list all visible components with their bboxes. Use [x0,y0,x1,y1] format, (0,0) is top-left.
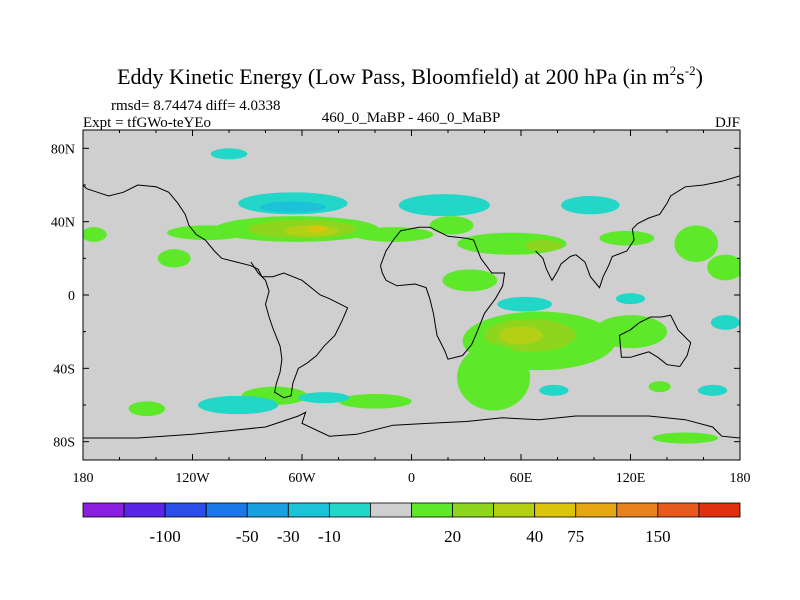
colorbar-label: 40 [526,527,543,546]
contour-blob-18 [457,344,531,411]
comparison-label: 460_0_MaBP - 460_0_MaBP [322,110,501,126]
contour-blob-27 [398,194,490,217]
x-tick-label: 60E [510,471,533,486]
africa-coast [379,226,506,360]
colorbar-box [493,502,536,518]
colorbar-box [370,502,412,518]
contour-blob-8 [524,240,562,251]
contour-blob-13 [707,254,740,281]
contour-blob-20 [648,381,671,393]
contour-blob-33 [197,395,279,415]
y-tick-label: 40N [51,216,75,231]
colorbar-box [82,502,125,518]
map-background [83,130,740,460]
y-tick-label: 40S [53,362,75,377]
antarctica-coast [83,411,740,439]
colorbar-box [657,502,700,518]
colorbar-box [452,502,495,518]
colorbar-box [246,502,289,518]
title-main: Eddy Kinetic Energy (Low Pass, Bloomfiel… [117,64,670,89]
contour-blob-35 [539,384,569,396]
colorbar-label: 20 [444,527,461,546]
axis-ticks: 180 120W 60W 0 60E 120E 180 80N 40N 0 40S 80S [51,130,751,486]
coastlines [83,175,740,439]
americas-coast [83,184,349,399]
season-label: DJF [715,115,740,131]
x-tick-label: 0 [408,471,415,486]
stats-label: rmsd= 8.74474 diff= 4.0338 [111,98,281,114]
colorbar-box [575,502,618,518]
colorbar-label: -100 [150,527,181,546]
anomaly-contours [83,148,740,444]
colorbar-label: 75 [567,527,584,546]
title-superscript-minus-2: -2 [685,63,696,78]
contour-blob-19 [594,315,667,349]
colorbar: -100 -50 -30 -10 20 40 75 150 [82,502,741,546]
contour-blob-9 [599,230,655,246]
x-tick-label: 180 [73,471,94,486]
y-tick-label: 80N [51,142,75,157]
contour-blob-3 [307,225,326,233]
contour-blob-34 [298,392,350,404]
y-tick-label: 80S [53,436,75,451]
colorbar-box [698,502,741,518]
contour-blob-14 [442,269,498,292]
colorbar-box [616,502,659,518]
chart-title: Eddy Kinetic Energy (Low Pass, Bloomfiel… [117,63,703,89]
colorbar-box [287,502,330,518]
title-close: ) [696,64,703,89]
colorbar-box [164,502,207,518]
contour-blob-31 [615,293,646,305]
contour-blob-21 [652,432,719,444]
colorbar-label: -10 [318,527,341,546]
colorbar-label: 150 [645,527,671,546]
contour-blob-29 [210,148,248,160]
contour-blob-6 [429,216,474,235]
colorbar-box [123,502,166,518]
colorbar-box [534,502,577,518]
x-tick-label: 180 [730,471,751,486]
contour-blob-24 [128,401,166,416]
x-tick-label: 120E [616,471,646,486]
contour-blob-30 [497,296,553,312]
asia-coast [575,175,740,289]
title-unit-s: s [676,64,685,89]
contour-blob-11 [157,249,191,268]
contour-blob-5 [353,227,434,242]
contour-blob-28 [561,196,620,215]
india-coast [535,250,576,282]
colorbar-box [411,502,453,518]
contour-blob-10 [83,227,107,242]
contour-blob-23 [338,394,412,409]
contour-blob-17 [499,326,543,345]
australia-coast [619,314,692,368]
x-tick-label: 60W [288,471,316,486]
colorbar-label: -30 [277,527,300,546]
map-plot: 180 120W 60W 0 60E 120E 180 80N 40N 0 40S 80S [51,129,751,486]
colorbar-box [205,502,248,518]
contour-blob-12 [674,225,719,262]
experiment-label: Expt = tfGWo-teYEo [83,115,211,131]
contour-blob-36 [698,384,728,396]
y-tick-label: 0 [68,289,75,304]
contour-blob-32 [710,315,740,330]
colorbar-label: -50 [236,527,259,546]
colorbar-box [328,502,371,518]
title-superscript-2: 2 [670,63,677,78]
contour-blob-26 [260,201,326,213]
contour-blob-4 [166,225,248,241]
x-tick-label: 120W [175,471,210,486]
